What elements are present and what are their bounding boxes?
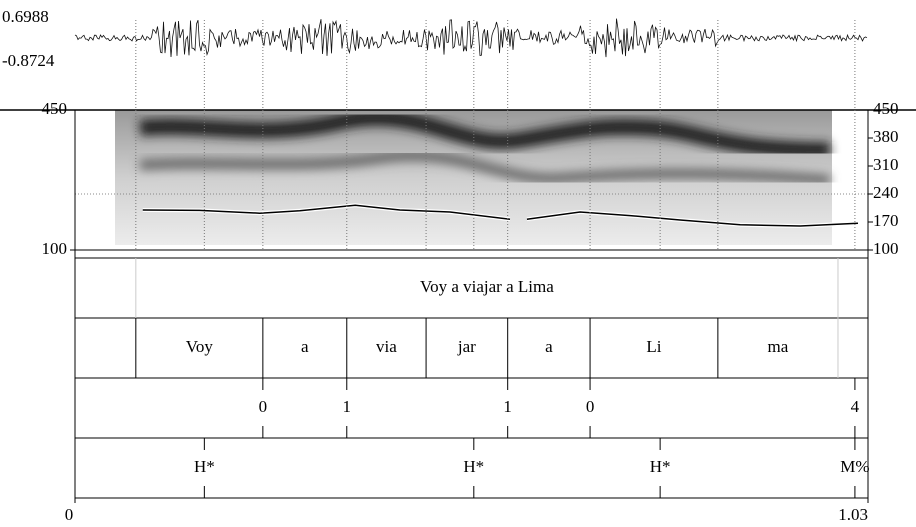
x-tick-label: 0 xyxy=(65,505,74,524)
y-tick-label: 380 xyxy=(873,127,899,146)
point-label: 1 xyxy=(503,397,512,416)
point-label: H* xyxy=(650,457,671,476)
waveform-label: 0.6988 xyxy=(2,7,49,26)
pitch-contour xyxy=(526,211,859,227)
y-tick-label: 310 xyxy=(873,155,899,174)
x-tick-label: 1.03 xyxy=(838,505,868,524)
point-label: 0 xyxy=(259,397,268,416)
point-label: 1 xyxy=(343,397,352,416)
interval-label: jar xyxy=(457,337,476,356)
point-label: 4 xyxy=(851,397,860,416)
pitch-contour xyxy=(142,204,511,220)
interval-label: a xyxy=(301,337,309,356)
y-tick-label: 450 xyxy=(42,99,68,118)
interval-label: Voy xyxy=(186,337,214,356)
interval-label: Li xyxy=(646,337,661,356)
point-label: M% xyxy=(840,457,869,476)
waveform-label: -0.8724 xyxy=(2,51,55,70)
spectrogram xyxy=(115,109,832,245)
y-tick-label: 240 xyxy=(873,183,899,202)
point-label: H* xyxy=(194,457,215,476)
interval-label: a xyxy=(545,337,553,356)
interval-label: Voy a viajar a Lima xyxy=(420,277,554,296)
y-tick-label: 170 xyxy=(873,211,899,230)
y-tick-label: 100 xyxy=(42,239,68,258)
point-label: H* xyxy=(463,457,484,476)
interval-label: via xyxy=(376,337,397,356)
waveform xyxy=(74,18,868,58)
y-tick-label: 450 xyxy=(873,99,899,118)
y-tick-label: 100 xyxy=(873,239,899,258)
point-label: 0 xyxy=(586,397,595,416)
interval-label: ma xyxy=(768,337,789,356)
